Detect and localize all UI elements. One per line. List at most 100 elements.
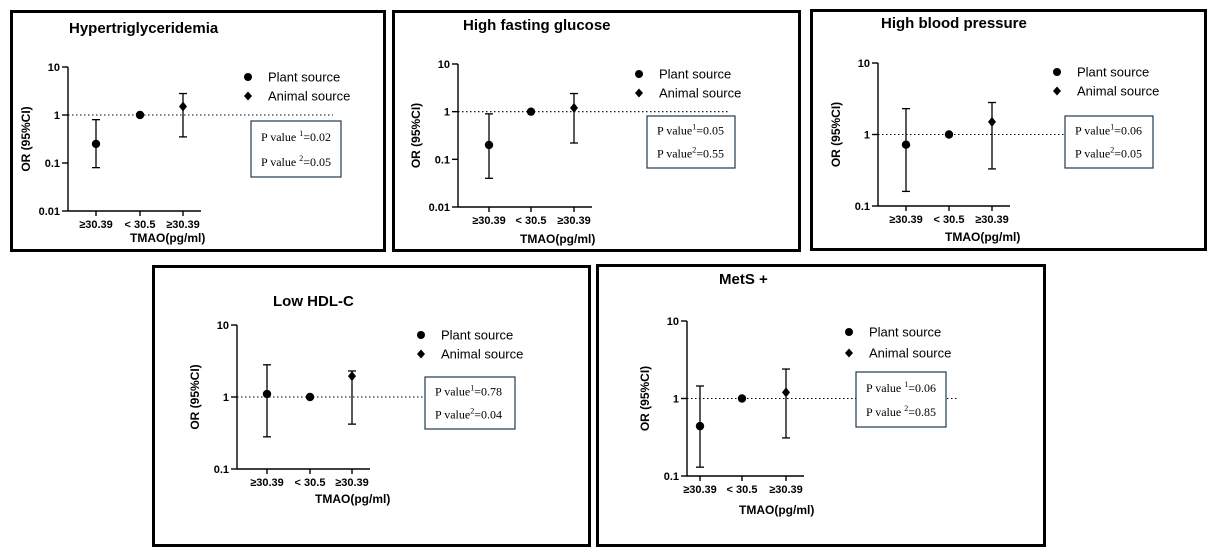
x-tick-label: < 30.5 [934, 214, 965, 226]
legend-marker-diamond [244, 91, 252, 101]
chart-title: Low HDL-C [273, 293, 354, 310]
legend-marker-diamond [1053, 86, 1061, 96]
x-tick-label: < 30.5 [516, 215, 547, 227]
x-axis-label: TMAO(pg/ml) [945, 230, 1020, 244]
legend-label: Plant source [869, 325, 941, 340]
point-diamond [782, 387, 790, 398]
y-tick-label: 0.1 [45, 158, 60, 170]
point-circle [944, 130, 954, 139]
point-circle [91, 139, 101, 149]
x-axis-label: TMAO(pg/ml) [130, 231, 205, 245]
y-tick-label: 1 [444, 107, 450, 119]
legend-marker-circle [635, 70, 643, 78]
point-circle [901, 140, 911, 149]
x-tick-label: ≥30.39 [472, 215, 506, 227]
legend-label: Animal source [268, 89, 350, 104]
chart-title: Hypertriglyceridemia [69, 20, 219, 37]
y-tick-label: 0.1 [664, 471, 679, 483]
y-tick-label: 0.1 [855, 201, 870, 213]
pvalue-box [855, 371, 947, 428]
point-circle [262, 389, 272, 399]
y-tick-label: 10 [858, 58, 870, 70]
y-tick-label: 1 [673, 394, 679, 406]
y-tick-label: 1 [864, 130, 870, 142]
legend-marker-diamond [417, 349, 425, 359]
x-tick-label: ≥30.39 [166, 219, 200, 231]
pvalue-box [424, 376, 516, 430]
pvalue-box [250, 120, 342, 178]
x-tick-label: < 30.5 [295, 477, 326, 489]
pvalue-box [646, 115, 736, 169]
point-diamond [348, 371, 356, 382]
pvalue-text: P value 1=0.06 [866, 380, 936, 395]
pvalue-text: P value 1=0.02 [261, 129, 331, 144]
legend-label: Plant source [268, 70, 340, 85]
y-tick-label: 0.1 [214, 464, 229, 476]
panel-high-blood-pressure: High blood pressure 10 1 0.1 ≥30.39 < 30.5 ≥30… [810, 9, 1207, 251]
x-tick-label: ≥30.39 [975, 214, 1009, 226]
y-axis-label: OR (95%CI) [829, 102, 843, 167]
legend-label: Animal source [869, 346, 951, 361]
y-tick-label: 10 [217, 320, 229, 332]
legend-label: Animal source [441, 347, 523, 362]
point-circle [526, 107, 536, 116]
y-tick-label: 10 [438, 59, 450, 71]
y-tick-label: 10 [48, 62, 60, 74]
y-tick-label: 1 [54, 110, 60, 122]
x-tick-label: ≥30.39 [557, 215, 591, 227]
panel-mets: MetS + 10 1 0.1 ≥30.39 < 30.5 ≥30.39 OR (95%CI)… [596, 264, 1046, 547]
legend-marker-circle [845, 328, 853, 336]
legend-marker-circle [244, 73, 252, 81]
chart-svg: Hypertriglyceridemia 10 1 0.1 0.01 ≥30.39 < 30… [19, 20, 350, 245]
y-axis-label: OR (95%CI) [409, 103, 423, 168]
x-axis-label: TMAO(pg/ml) [315, 492, 390, 506]
legend-marker-diamond [845, 348, 853, 358]
point-circle [305, 392, 315, 402]
x-tick-label: ≥30.39 [683, 484, 717, 496]
chart-title: MetS + [719, 271, 768, 288]
x-tick-label: ≥30.39 [889, 214, 923, 226]
legend-marker-circle [1053, 68, 1061, 76]
pvalue-text: P value2=0.04 [435, 407, 502, 422]
legend-marker-circle [417, 331, 425, 339]
point-diamond [179, 101, 187, 112]
point-circle [135, 110, 145, 120]
chart-svg: High fasting glucose 10 1 0.1 0.01 ≥30.39 < 30… [409, 17, 741, 246]
point-circle [695, 421, 705, 431]
y-tick-label: 10 [667, 316, 679, 328]
legend-label: Animal source [1077, 84, 1159, 99]
panel-hypertriglyceridemia: Hypertriglyceridemia 10 1 0.1 0.01 ≥30.39 < 30… [10, 10, 386, 252]
point-diamond [570, 102, 578, 113]
x-tick-label: < 30.5 [727, 484, 758, 496]
pvalue-text: P value1=0.78 [435, 384, 502, 399]
chart-svg: MetS + 10 1 0.1 ≥30.39 < 30.5 ≥30.39 OR (95%CI)… [638, 271, 957, 517]
point-circle [484, 140, 494, 150]
pvalue-box [1064, 115, 1154, 169]
x-tick-label: < 30.5 [125, 219, 156, 231]
pvalue-text: P value 2=0.05 [261, 154, 331, 169]
pvalue-text: P value2=0.55 [657, 146, 724, 161]
y-axis-label: OR (95%CI) [638, 366, 652, 431]
chart-svg: High blood pressure 10 1 0.1 ≥30.39 < 30.5 ≥30… [829, 15, 1159, 244]
x-axis-label: TMAO(pg/ml) [520, 232, 595, 246]
pvalue-text: P value2=0.05 [1075, 146, 1142, 161]
x-tick-label: ≥30.39 [769, 484, 803, 496]
y-axis-label: OR (95%CI) [188, 364, 202, 429]
y-tick-label: 0.01 [39, 206, 60, 218]
chart-title: High blood pressure [881, 15, 1027, 32]
pvalue-text: P value1=0.05 [657, 123, 724, 138]
legend-label: Plant source [659, 67, 731, 82]
panel-low-hdl-c: Low HDL-C 10 1 0.1 ≥30.39 < 30.5 ≥30.39 OR (95%… [152, 265, 591, 547]
legend-label: Plant source [1077, 65, 1149, 80]
y-tick-label: 0.1 [435, 154, 450, 166]
y-tick-label: 1 [223, 392, 229, 404]
y-axis-label: OR (95%CI) [19, 106, 33, 171]
point-diamond [988, 116, 996, 127]
pvalue-text: P value 2=0.85 [866, 404, 936, 419]
chart-title: High fasting glucose [463, 17, 611, 34]
x-tick-label: ≥30.39 [335, 477, 369, 489]
x-tick-label: ≥30.39 [79, 219, 113, 231]
pvalue-text: P value1=0.06 [1075, 123, 1142, 138]
legend-label: Animal source [659, 86, 741, 101]
chart-svg: Low HDL-C 10 1 0.1 ≥30.39 < 30.5 ≥30.39 OR (95%… [188, 293, 523, 506]
